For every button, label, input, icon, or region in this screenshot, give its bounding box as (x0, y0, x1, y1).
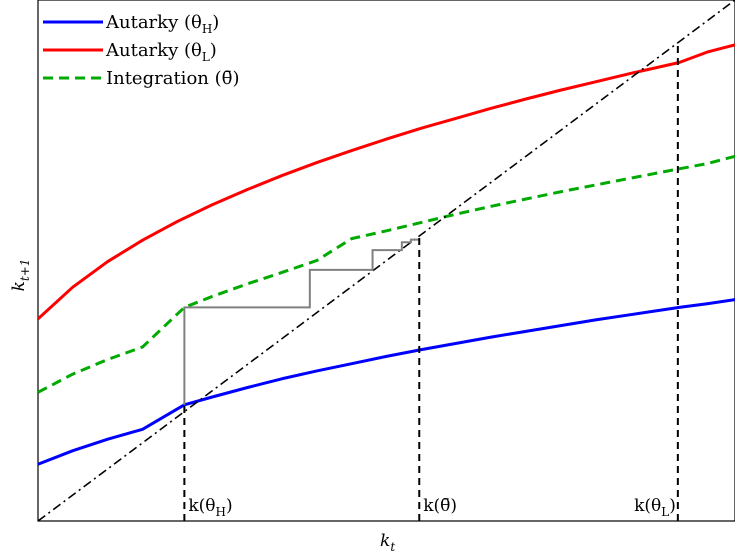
legend-label-close: ) (212, 12, 219, 33)
series-line-45-line (38, 0, 735, 521)
y-axis-label-main: k (9, 281, 29, 291)
legend: Autarky (θH)Autarky (θL)Integration (θ̄) (43, 12, 239, 89)
series-line-autarky-h (38, 298, 735, 466)
guide-label-sub: L (661, 505, 669, 519)
legend-label-main: Autarky (θ (105, 12, 202, 33)
plot-frame (37, 0, 735, 522)
legend-label-main: Autarky (θ (105, 40, 202, 61)
y-axis-label-sub: t+1 (18, 259, 32, 282)
x-axis-label-main: k (380, 531, 390, 551)
series-line-autarky-l (38, 43, 735, 320)
guide-label-sub: H (216, 505, 226, 519)
guide-label-2: k(θL) (634, 496, 676, 519)
guide-label-0: k(θH) (188, 496, 232, 519)
legend-label-sub: L (202, 50, 210, 64)
legend-label-close: ) (210, 40, 217, 61)
data-lines (38, 0, 735, 521)
legend-label-0: Autarky (θH) (105, 12, 219, 36)
cobweb-path (183, 238, 420, 405)
vertical-guides: k(θH) k(θ̄) k(θL) (183, 42, 679, 521)
x-axis-label: kt (380, 531, 395, 554)
guide-label-1: k(θ̄) (423, 496, 457, 516)
y-axis-label: kt+1 (9, 259, 32, 292)
legend-label-main: Integration (θ̄) (106, 68, 239, 89)
guide-label-main: k(θ̄) (423, 496, 457, 516)
legend-label-2: Integration (θ̄) (106, 68, 239, 89)
guide-label-main: k(θ (188, 496, 215, 516)
legend-label-1: Autarky (θL) (105, 40, 217, 64)
guide-label-close: ) (226, 496, 233, 516)
guide-label-close: ) (669, 496, 676, 516)
series-line-integration (38, 154, 735, 394)
guide-label-main: k(θ (634, 496, 661, 516)
legend-label-sub: H (202, 22, 212, 36)
x-axis-label-sub: t (390, 540, 395, 554)
